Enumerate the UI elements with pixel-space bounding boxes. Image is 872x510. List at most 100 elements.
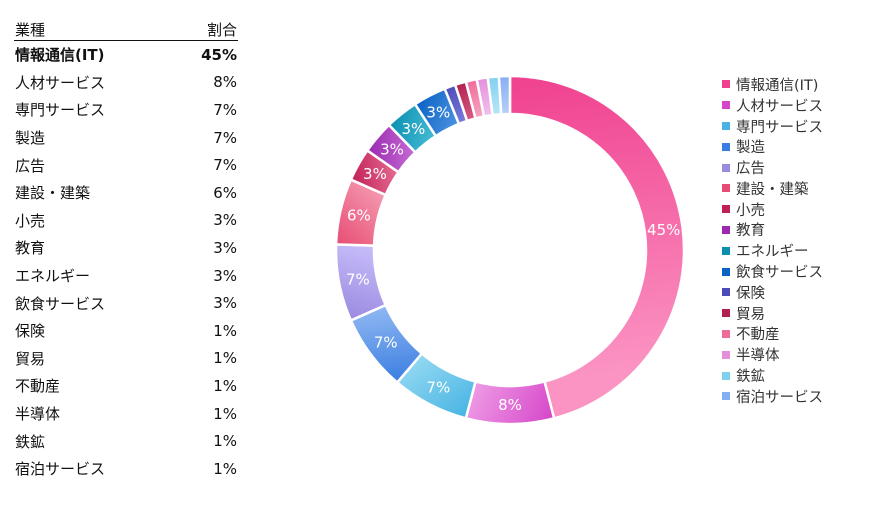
legend-item: 鉄鉱 [722,365,867,386]
row-value: 3% [213,238,237,257]
table-body: 情報通信(IT) 45% 人材サービス 8% 専門サービス 7% 製造 7% 広告 7% 建設・建築… [14,41,238,483]
table-row: 広告 7% [14,151,238,179]
legend-item: 宿泊サービス [722,386,867,407]
legend-label: 鉄鉱 [736,369,765,386]
legend-item: 不動産 [722,324,867,345]
row-value: 7% [213,156,237,175]
table-row: 人材サービス 8% [14,69,238,97]
legend-item: 広告 [722,157,867,178]
donut-slice [497,74,512,116]
legend-swatch [722,371,730,380]
slice-label: 45% [647,221,680,239]
table-row: 製造 7% [14,124,238,152]
row-label: 専門サービス [15,101,106,120]
legend-swatch [722,205,730,214]
legend-swatch [722,246,730,255]
legend-item: 情報通信(IT) [722,74,867,95]
header-share: 割合 [206,21,237,39]
donut-chart: 45% 8% 7% 7% 7% 6% 3% 3% 3% 3% [318,58,702,442]
legend-label: エネルギー [736,244,809,261]
legend-label: 専門サービス [736,119,823,136]
legend-swatch [722,309,730,318]
legend-swatch [722,329,730,338]
row-value: 45% [201,45,237,64]
legend-swatch [722,392,730,401]
legend-label: 飲食サービス [736,265,823,282]
legend-label: 人材サービス [736,98,823,115]
legend-item: 半導体 [722,344,867,365]
legend-item: エネルギー [722,240,867,261]
row-label: 保険 [15,322,46,341]
row-value: 1% [213,432,237,451]
legend-item: 製造 [722,136,867,157]
row-value: 6% [213,183,237,202]
slice-label: 3% [380,141,404,159]
legend-item: 保険 [722,282,867,303]
row-label: 人材サービス [15,73,106,92]
donut-slice [508,74,686,420]
donut-svg: 45%8%7%7%7%6%3%3%3%3% [334,74,686,426]
legend-label: 不動産 [736,327,780,344]
row-label: 製造 [15,129,46,148]
row-label: 鉄鉱 [15,432,46,451]
legend-label: 製造 [736,140,765,157]
row-label: 小売 [15,211,46,230]
row-value: 3% [213,266,237,285]
row-label: 広告 [15,156,46,175]
row-label: エネルギー [15,267,91,286]
legend-item: 建設・建築 [722,178,867,199]
legend-label: 情報通信(IT) [736,77,819,94]
legend-swatch [722,225,730,234]
row-label: 建設・建築 [15,184,91,203]
slice-label: 8% [498,396,522,414]
slice-label: 6% [347,207,371,225]
legend-swatch [722,121,730,130]
table-row: 鉄鉱 1% [14,427,238,455]
legend-item: 飲食サービス [722,261,867,282]
slice-label: 3% [363,165,387,183]
header-category: 業種 [15,21,46,39]
legend-label: 広告 [736,161,765,178]
table-row: 情報通信(IT) 45% [14,41,238,69]
legend-swatch [722,350,730,359]
row-value: 1% [213,459,237,478]
table-row: 飲食サービス 3% [14,289,238,317]
legend-label: 建設・建築 [736,181,809,198]
legend-swatch [722,267,730,276]
table-row: 教育 3% [14,234,238,262]
chart-legend: 情報通信(IT) 人材サービス 専門サービス 製造広告建設・建築 小売 教育エネルギー飲食… [722,74,867,407]
industry-table: 業種 割合 情報通信(IT) 45% 人材サービス 8% 専門サービス 7% 製造 7% 広告 7… [14,18,238,483]
slice-label: 3% [426,104,450,122]
row-label: 教育 [15,239,46,258]
row-value: 8% [213,73,237,92]
row-label: 飲食サービス [15,294,106,313]
slice-label: 3% [401,120,425,138]
table-row: 貿易 1% [14,345,238,373]
table-row: 専門サービス 7% [14,96,238,124]
row-label: 半導体 [15,405,61,424]
legend-swatch [722,184,730,193]
legend-item: 人材サービス [722,95,867,116]
legend-item: 小売 [722,199,867,220]
row-label: 情報通信(IT) [15,46,105,65]
table-row: エネルギー 3% [14,262,238,290]
row-value: 7% [213,128,237,147]
table-row: 建設・建築 6% [14,179,238,207]
row-value: 1% [213,404,237,423]
row-value: 1% [213,376,237,395]
row-label: 貿易 [15,349,46,368]
legend-swatch [722,142,730,151]
legend-item: 教育 [722,220,867,241]
slice-label: 7% [346,271,370,289]
legend-swatch [722,101,730,110]
table-row: 小売 3% [14,207,238,235]
legend-label: 半導体 [736,348,780,365]
row-value: 7% [213,100,237,119]
row-label: 不動産 [15,377,61,396]
slice-label: 7% [426,378,450,396]
row-value: 3% [213,211,237,230]
table-row: 保険 1% [14,317,238,345]
legend-item: 貿易 [722,303,867,324]
legend-swatch [722,80,730,89]
legend-label: 保険 [736,285,765,302]
